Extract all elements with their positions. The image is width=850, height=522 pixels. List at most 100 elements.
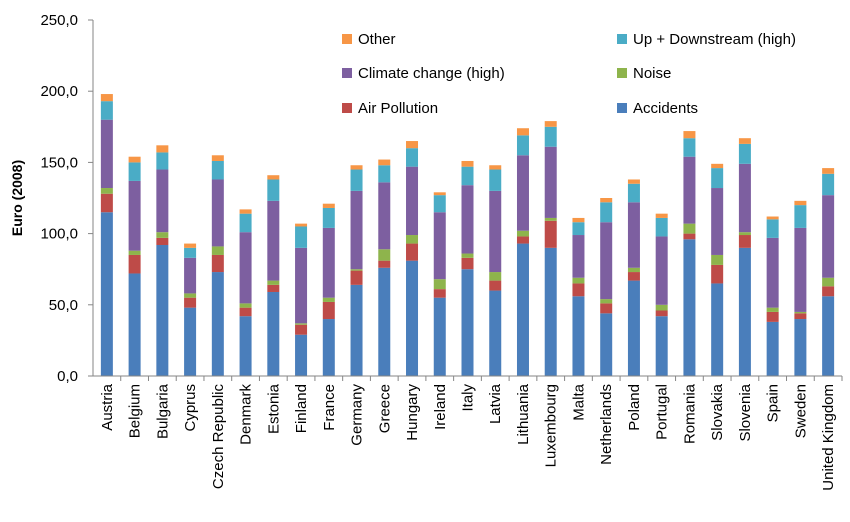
- x-tick-label: Austria: [99, 383, 116, 430]
- bar-latvia-climate-change-high: [489, 190, 502, 273]
- x-tick-label: Slovenia: [737, 383, 754, 441]
- bar-lithuania-climate-change-high: [516, 155, 529, 231]
- bar-germany-other: [350, 165, 363, 170]
- bars: [100, 94, 835, 376]
- bar-netherlands-up-downstream-high: [600, 202, 613, 223]
- bar-netherlands-climate-change-high: [600, 222, 613, 300]
- legend-label: Up + Downstream (high): [633, 31, 796, 48]
- legend-label: Climate change (high): [358, 65, 505, 82]
- bar-slovakia-other: [711, 163, 724, 169]
- bar-ireland-accidents: [433, 297, 446, 376]
- x-tick-label: Cyprus: [182, 384, 199, 432]
- bar-italy-noise: [461, 253, 474, 258]
- bar-poland-up-downstream-high: [627, 183, 640, 203]
- bar-netherlands-noise: [600, 299, 613, 304]
- bar-estonia-other: [267, 175, 280, 180]
- bar-ireland-up-downstream-high: [433, 195, 446, 213]
- x-tick-label: Italy: [460, 384, 477, 412]
- legend-swatch: [617, 103, 627, 113]
- bar-slovakia-climate-change-high: [711, 188, 724, 255]
- bar-italy-climate-change-high: [461, 185, 474, 254]
- bar-portugal-accidents: [655, 316, 668, 376]
- x-tick-label: Estonia: [265, 383, 282, 434]
- bar-romania-air-pollution: [683, 233, 696, 240]
- bar-ireland-other: [433, 192, 446, 196]
- bar-estonia-noise: [267, 280, 280, 285]
- bar-bulgaria-noise: [156, 232, 169, 238]
- bar-belgium-noise: [128, 250, 141, 255]
- bar-estonia-climate-change-high: [267, 200, 280, 281]
- bar-hungary-other: [406, 141, 419, 149]
- bar-france-climate-change-high: [322, 227, 335, 298]
- bar-sweden-noise: [794, 311, 807, 314]
- bar-luxembourg-other: [544, 121, 557, 127]
- bar-spain-climate-change-high: [766, 237, 779, 308]
- bar-belgium-climate-change-high: [128, 180, 141, 251]
- bar-united-kingdom-noise: [822, 277, 835, 287]
- bar-austria-accidents: [100, 212, 113, 376]
- x-tick-label: Latvia: [487, 383, 504, 424]
- bar-sweden-climate-change-high: [794, 227, 807, 312]
- bar-cyprus-accidents: [184, 307, 197, 376]
- bar-hungary-air-pollution: [406, 243, 419, 261]
- bar-spain-other: [766, 216, 779, 220]
- bar-greece-up-downstream-high: [378, 165, 391, 183]
- bar-poland-noise: [627, 267, 640, 273]
- bar-latvia-up-downstream-high: [489, 169, 502, 191]
- bar-czech-republic-up-downstream-high: [211, 160, 224, 180]
- bar-finland-climate-change-high: [295, 247, 308, 324]
- bar-malta-noise: [572, 277, 585, 284]
- x-tick-label: Sweden: [792, 384, 809, 438]
- bar-hungary-noise: [406, 235, 419, 244]
- legend-label: Other: [358, 31, 396, 48]
- bar-cyprus-other: [184, 243, 197, 248]
- bar-malta-air-pollution: [572, 283, 585, 297]
- bar-denmark-air-pollution: [239, 307, 252, 317]
- bar-spain-up-downstream-high: [766, 219, 779, 238]
- x-tick-label: Denmark: [238, 384, 255, 445]
- bar-italy-accidents: [461, 269, 474, 376]
- bar-hungary-up-downstream-high: [406, 148, 419, 167]
- bar-slovenia-accidents: [738, 247, 751, 376]
- bar-bulgaria-accidents: [156, 244, 169, 376]
- bar-united-kingdom-air-pollution: [822, 286, 835, 297]
- bar-belgium-air-pollution: [128, 254, 141, 274]
- x-tick-label: Czech Republic: [210, 384, 227, 490]
- bar-czech-republic-climate-change-high: [211, 179, 224, 247]
- bar-estonia-up-downstream-high: [267, 179, 280, 201]
- x-tick-labels: Austria Belgium Bulgaria Cyprus Czech Republ…: [99, 383, 837, 490]
- bar-czech-republic-other: [211, 155, 224, 161]
- bar-italy-air-pollution: [461, 257, 474, 270]
- bar-slovakia-up-downstream-high: [711, 168, 724, 189]
- bar-luxembourg-climate-change-high: [544, 146, 557, 218]
- legend-label: Accidents: [633, 100, 698, 117]
- bar-malta-up-downstream-high: [572, 222, 585, 236]
- bar-finland-up-downstream-high: [295, 226, 308, 248]
- x-tick-label: Slovakia: [709, 383, 726, 440]
- bar-italy-other: [461, 160, 474, 167]
- legend-swatch: [342, 103, 352, 113]
- bar-bulgaria-climate-change-high: [156, 169, 169, 233]
- bar-france-up-downstream-high: [322, 207, 335, 228]
- y-tick-label: 150,0: [40, 154, 78, 171]
- y-tick-label: 0,0: [57, 368, 78, 385]
- x-tick-label: Finland: [293, 384, 310, 433]
- x-tick-label: Poland: [626, 384, 643, 431]
- bar-slovakia-accidents: [711, 283, 724, 376]
- bar-netherlands-accidents: [600, 313, 613, 376]
- bar-portugal-other: [655, 213, 668, 218]
- y-tick-label: 200,0: [40, 83, 78, 100]
- bar-poland-accidents: [627, 280, 640, 376]
- bar-greece-air-pollution: [378, 260, 391, 268]
- bar-romania-climate-change-high: [683, 156, 696, 224]
- bar-sweden-up-downstream-high: [794, 205, 807, 228]
- bar-czech-republic-noise: [211, 246, 224, 255]
- bar-slovenia-up-downstream-high: [738, 143, 751, 164]
- bar-bulgaria-other: [156, 145, 169, 153]
- bar-czech-republic-air-pollution: [211, 254, 224, 273]
- x-tick-label: Bulgaria: [154, 383, 171, 439]
- bar-spain-air-pollution: [766, 311, 779, 322]
- bar-austria-air-pollution: [100, 193, 113, 213]
- x-tick-label: Spain: [765, 384, 782, 422]
